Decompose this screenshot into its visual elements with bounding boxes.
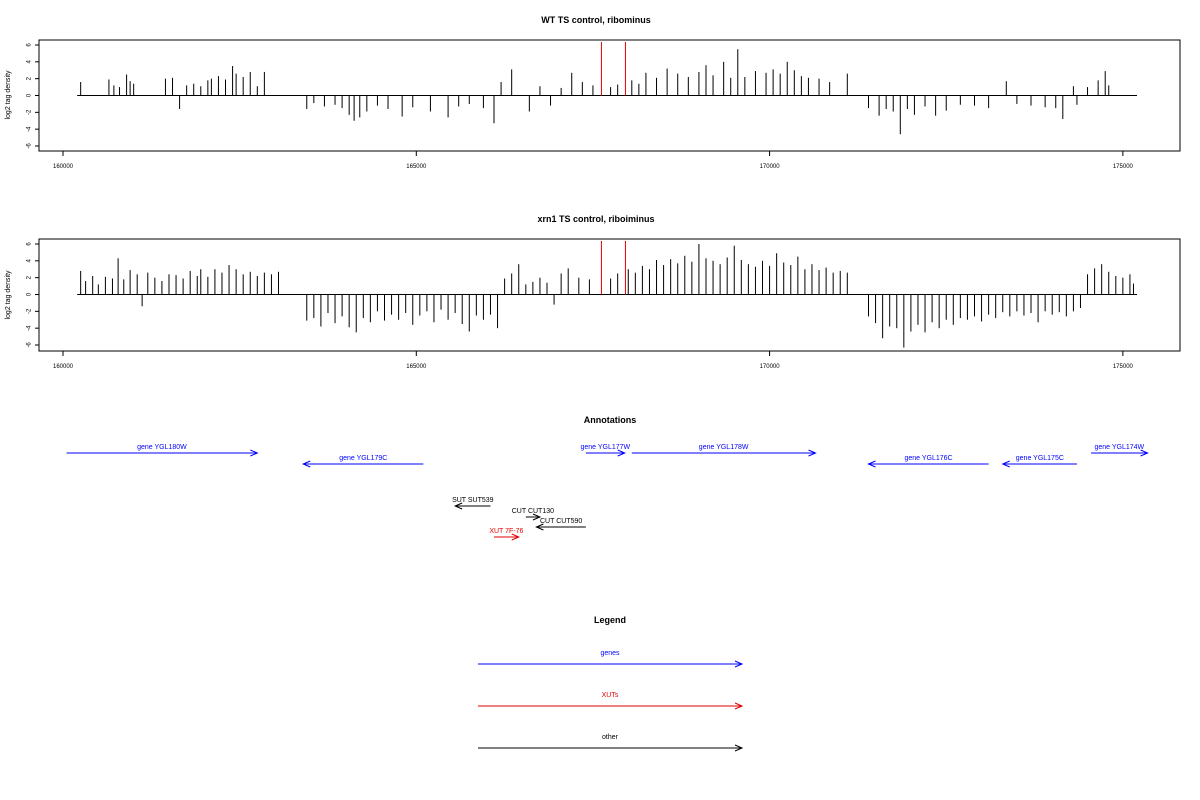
feature-arrow-head (1140, 449, 1149, 457)
wt-marker-lines (600, 42, 626, 96)
feature-label: SUT SUT539 (452, 497, 494, 504)
wt-y-tick-label: 6 (27, 43, 33, 47)
xrn1-x-tick-label: 175000 (1113, 364, 1134, 370)
wt-y-tick-label: -6 (27, 143, 33, 149)
legend-title: Legend (594, 615, 626, 625)
wt-density-panel: WT TS control, ribominus log2 tag densit… (5, 15, 1181, 170)
annotation-feature: XUT 7F-76 (489, 528, 524, 541)
wt-y-axis-label: log2 tag density (5, 70, 12, 120)
wt-x-tick-label: 160000 (53, 164, 74, 170)
annotation-feature: gene YGL179C (301, 455, 424, 468)
annotation-feature: gene YGL177W (580, 444, 631, 457)
annotation-features: gene YGL180W gene YGL179C gene YGL177W gene… (66, 444, 1149, 541)
xrn1-x-axis: 160000 165000 170000 175000 (53, 351, 1134, 370)
legend-arrow-head (734, 660, 744, 668)
xrn1-x-tick-label: 165000 (406, 364, 427, 370)
feature-label: gene YGL180W (137, 444, 187, 451)
xrn1-y-tick-label: -2 (27, 308, 33, 314)
feature-label: gene YGL175C (1016, 455, 1064, 462)
legend-item: genes (478, 650, 744, 668)
wt-y-tick-label: 0 (27, 93, 33, 97)
annotation-feature: CUT CUT130 (512, 508, 554, 521)
feature-arrow-head (453, 502, 463, 510)
xrn1-y-tick-label: 2 (27, 275, 33, 279)
annotation-feature: CUT CUT590 (535, 518, 586, 531)
wt-panel-title: WT TS control, ribominus (541, 15, 651, 25)
feature-arrow-head (250, 449, 259, 457)
xrn1-density-panel: xrn1 TS control, riboiminus log2 tag den… (5, 214, 1181, 370)
xrn1-bars (80, 244, 1134, 348)
annotation-feature: SUT SUT539 (452, 497, 494, 510)
annotation-feature: gene YGL176C (867, 455, 989, 468)
legend: Legend genes XUTs other (478, 615, 744, 752)
legend-items: genes XUTs other (478, 650, 744, 752)
feature-arrow-head (511, 533, 521, 541)
legend-item: XUTs (478, 692, 744, 710)
feature-label: gene YGL178W (699, 444, 749, 451)
feature-arrow-head (617, 449, 626, 457)
feature-arrow-head (808, 449, 817, 457)
xrn1-x-tick-label: 160000 (53, 364, 74, 370)
feature-arrow-head (535, 523, 544, 531)
xrn1-y-axis-label: log2 tag density (5, 270, 12, 320)
legend-item: other (478, 734, 744, 752)
annotation-feature: gene YGL175C (1001, 455, 1077, 468)
annotation-feature: gene YGL180W (66, 444, 259, 457)
wt-x-tick-label: 175000 (1113, 164, 1134, 170)
feature-label: gene YGL177W (580, 444, 630, 451)
feature-arrow-head (867, 460, 876, 468)
wt-y-tick-label: 4 (27, 60, 33, 64)
wt-bars (80, 49, 1110, 135)
wt-y-tick-label: -4 (27, 126, 33, 132)
wt-y-axis: 6 4 2 0 -2 -4 -6 (27, 43, 39, 149)
xrn1-x-tick-label: 170000 (760, 364, 781, 370)
feature-arrow-head (532, 513, 542, 521)
feature-label: CUT CUT590 (540, 518, 582, 525)
xrn1-y-tick-label: -4 (27, 325, 33, 331)
annotations-title: Annotations (584, 415, 637, 425)
feature-label: gene YGL174W (1094, 444, 1144, 451)
feature-arrow-head (301, 460, 311, 468)
feature-label: gene YGL176C (904, 455, 952, 462)
legend-item-label: other (602, 734, 619, 741)
xrn1-y-axis: 6 4 2 0 -2 -4 -6 (27, 242, 39, 348)
wt-x-tick-label: 170000 (760, 164, 781, 170)
feature-label: CUT CUT130 (512, 508, 554, 515)
xrn1-y-tick-label: 0 (27, 292, 33, 296)
legend-arrow-head (734, 702, 744, 710)
xrn1-y-tick-label: 4 (27, 259, 33, 263)
feature-label: XUT 7F-76 (489, 528, 523, 535)
xrn1-marker-lines (600, 241, 626, 295)
legend-arrow-head (734, 744, 744, 752)
wt-y-tick-label: -2 (27, 109, 33, 115)
xrn1-y-tick-label: -6 (27, 342, 33, 348)
legend-item-label: XUTs (602, 692, 619, 699)
wt-y-tick-label: 2 (27, 76, 33, 80)
feature-arrow-head (1001, 460, 1010, 468)
legend-item-label: genes (600, 650, 620, 657)
feature-label: gene YGL179C (339, 455, 387, 462)
annotation-feature: gene YGL174W (1091, 444, 1149, 457)
wt-x-axis: 160000 165000 170000 175000 (53, 151, 1134, 170)
wt-x-tick-label: 165000 (406, 164, 427, 170)
xrn1-panel-title: xrn1 TS control, riboiminus (537, 214, 654, 224)
annotation-feature: gene YGL178W (631, 444, 817, 457)
xrn1-y-tick-label: 6 (27, 242, 33, 246)
